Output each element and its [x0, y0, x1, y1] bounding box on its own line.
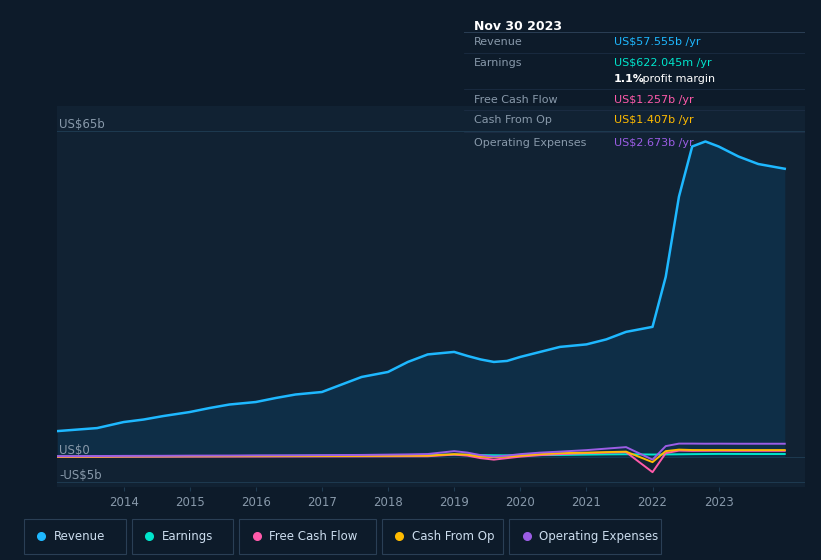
Text: US$57.555b /yr: US$57.555b /yr — [614, 37, 700, 47]
Text: Operating Expenses: Operating Expenses — [539, 530, 658, 543]
Text: Free Cash Flow: Free Cash Flow — [269, 530, 357, 543]
Text: Cash From Op: Cash From Op — [412, 530, 494, 543]
Text: US$0: US$0 — [59, 444, 89, 457]
Text: Revenue: Revenue — [54, 530, 105, 543]
Text: Operating Expenses: Operating Expenses — [474, 138, 586, 148]
Text: US$65b: US$65b — [59, 119, 105, 132]
Text: US$622.045m /yr: US$622.045m /yr — [614, 58, 712, 68]
Text: profit margin: profit margin — [640, 74, 715, 84]
Text: Earnings: Earnings — [162, 530, 213, 543]
Text: 1.1%: 1.1% — [614, 74, 644, 84]
Text: Cash From Op: Cash From Op — [474, 115, 552, 125]
Text: Earnings: Earnings — [474, 58, 523, 68]
Text: US$2.673b /yr: US$2.673b /yr — [614, 138, 694, 148]
Text: -US$5b: -US$5b — [59, 469, 102, 482]
Text: US$1.407b /yr: US$1.407b /yr — [614, 115, 694, 125]
Text: Revenue: Revenue — [474, 37, 523, 47]
Text: US$1.257b /yr: US$1.257b /yr — [614, 95, 694, 105]
Text: Free Cash Flow: Free Cash Flow — [474, 95, 557, 105]
Text: Nov 30 2023: Nov 30 2023 — [474, 21, 562, 34]
